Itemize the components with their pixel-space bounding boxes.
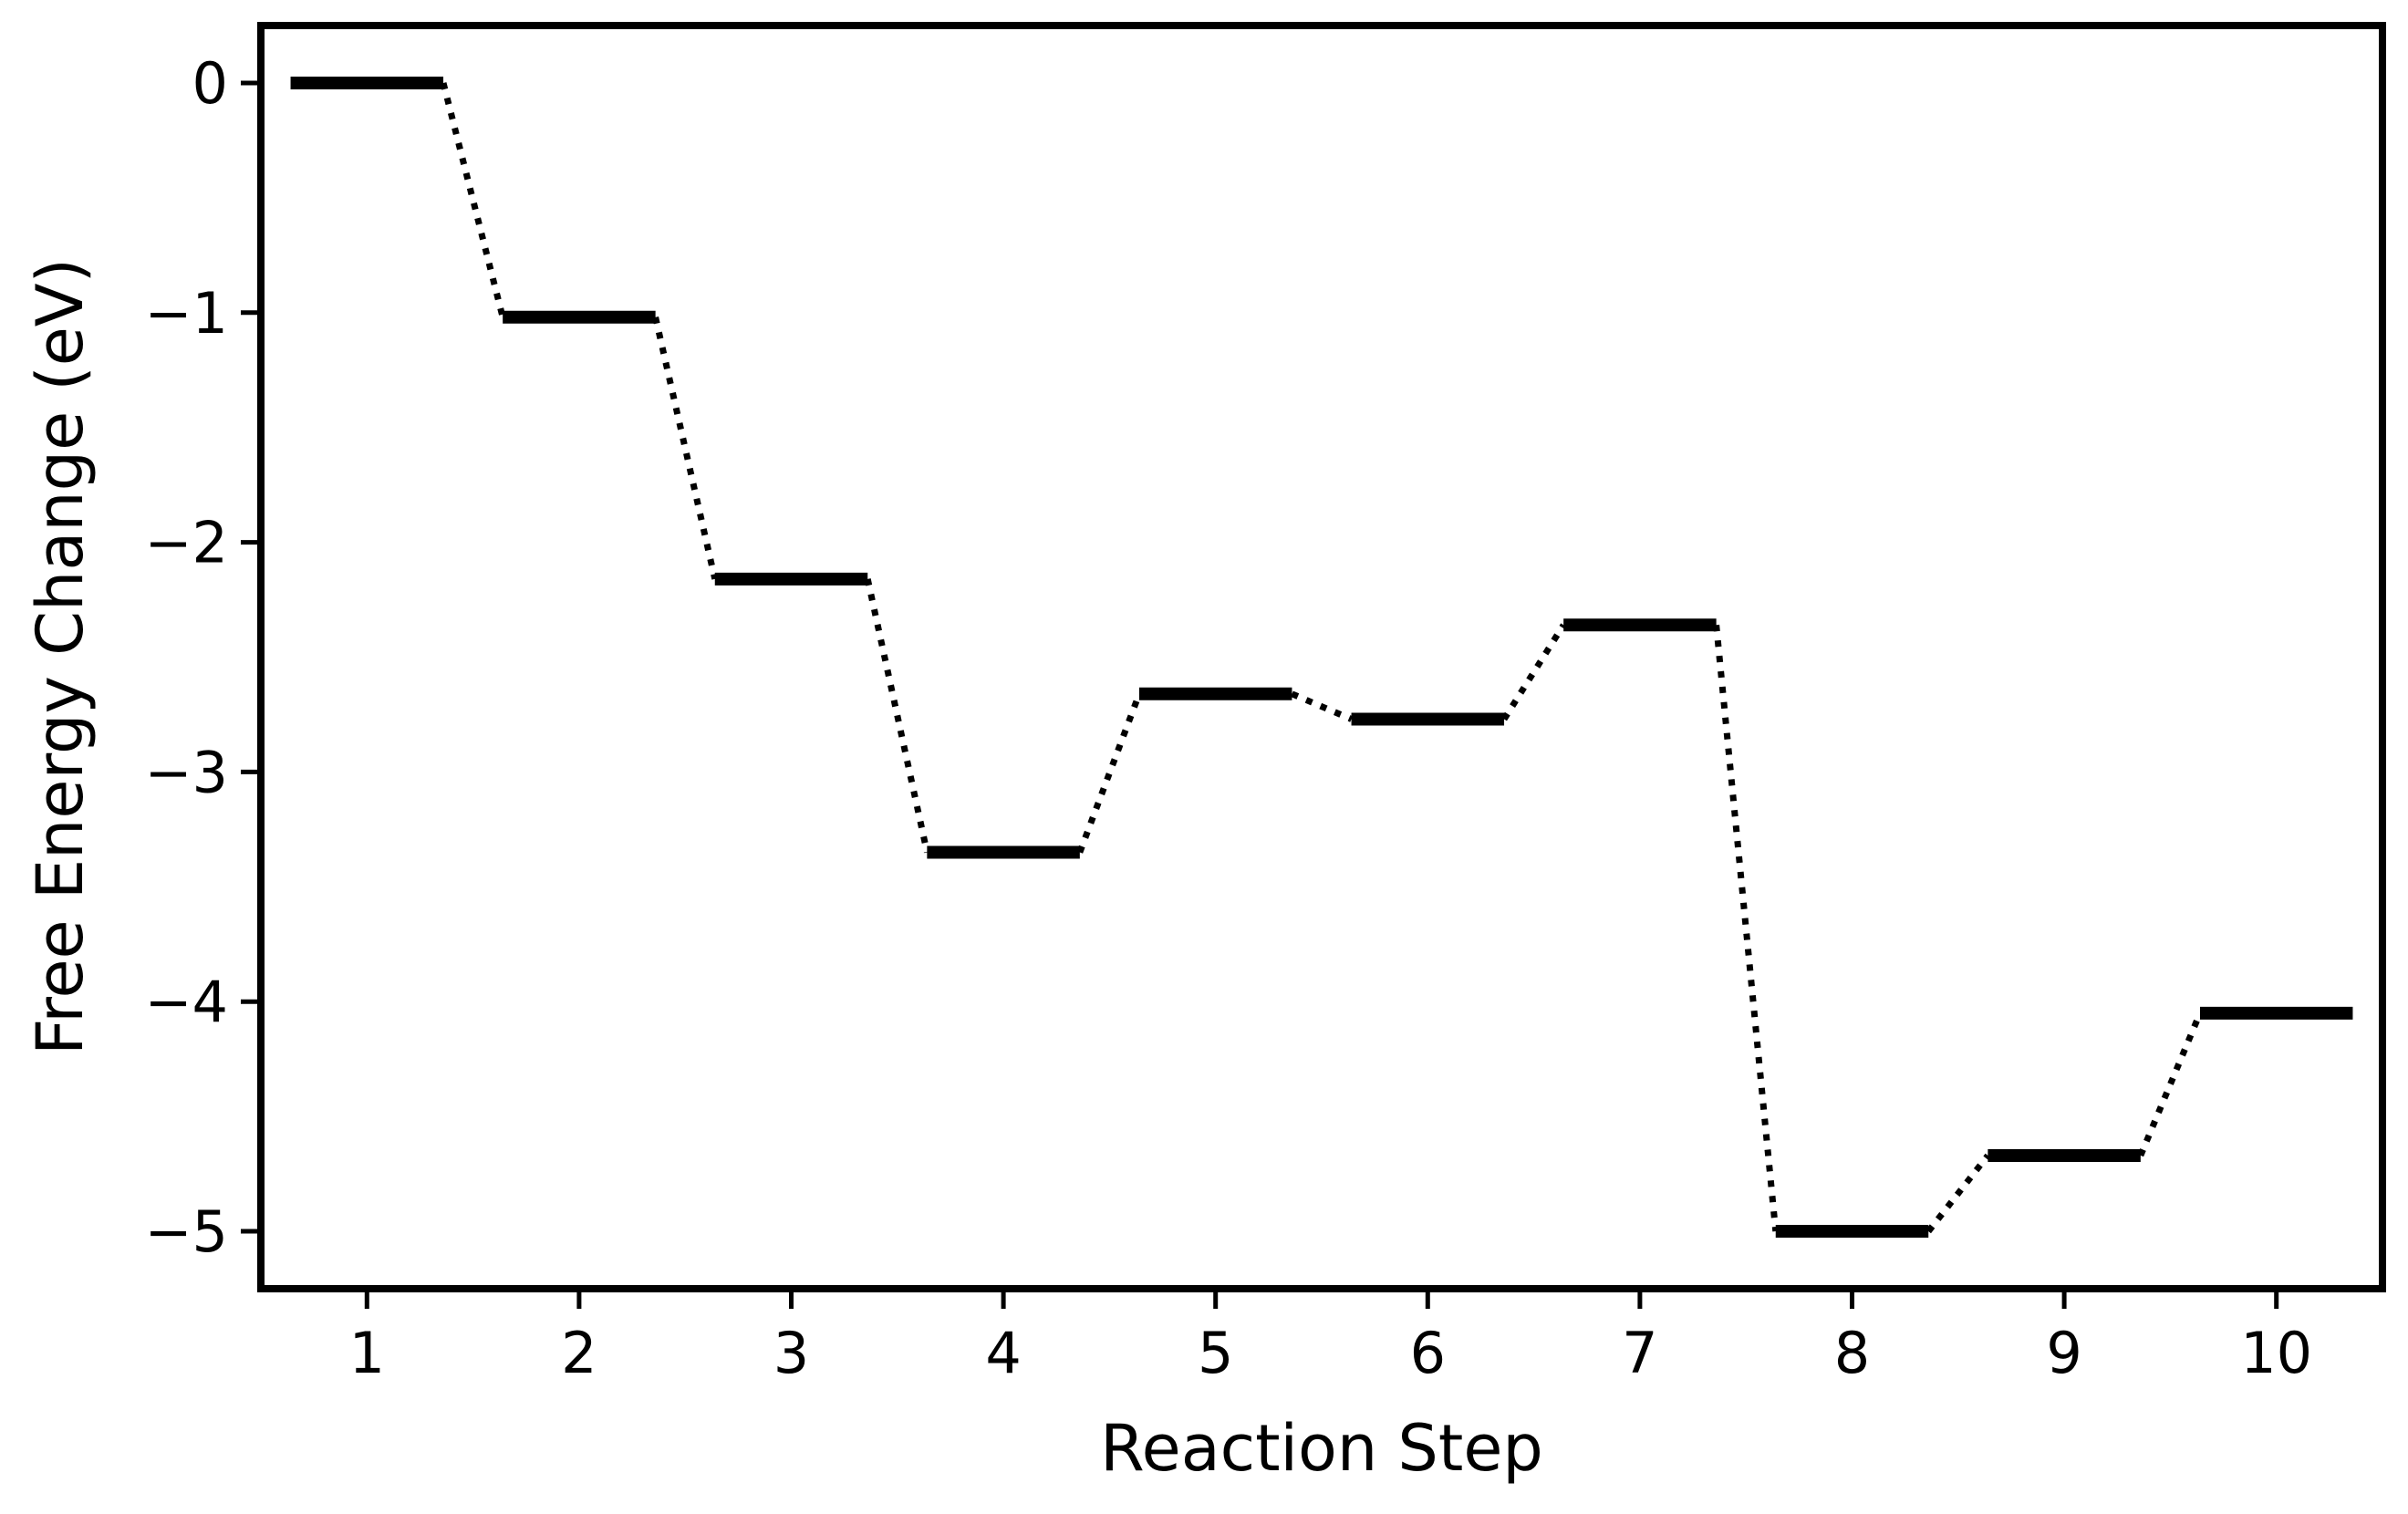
connector-3-4 [864, 578, 930, 854]
connector-1-2 [440, 82, 506, 318]
energy-connectors [440, 82, 2204, 1234]
x-tick-label: 9 [2046, 1320, 2081, 1386]
y-tick-label: 0 [192, 50, 228, 117]
x-tick-label: 5 [1198, 1320, 1233, 1386]
x-tick-label: 3 [773, 1320, 809, 1386]
x-tick-label: 2 [561, 1320, 597, 1386]
x-tick-label: 10 [2240, 1320, 2312, 1386]
connector-7-8 [1713, 624, 1780, 1232]
connector-6-7 [1501, 623, 1567, 721]
x-tick-label: 6 [1410, 1320, 1446, 1386]
x-tick-label: 4 [985, 1320, 1021, 1386]
y-tick-label: −5 [145, 1198, 228, 1265]
y-tick-label: −3 [145, 739, 228, 805]
connector-9-10 [2137, 1011, 2204, 1157]
x-tick-label: 1 [349, 1320, 385, 1386]
x-tick-label: 7 [1622, 1320, 1657, 1386]
y-tick-label: −2 [145, 510, 228, 576]
energy-levels [290, 76, 2353, 1239]
connector-5-6 [1291, 690, 1353, 722]
x-axis-ticks: 1 2 3 4 5 6 7 8 9 10 [349, 1289, 2312, 1386]
x-axis-label: Reaction Step [1100, 1411, 1543, 1486]
x-tick-label: 8 [1834, 1320, 1870, 1386]
y-tick-label: −1 [145, 280, 228, 347]
connector-2-3 [652, 316, 719, 580]
plot-frame [257, 22, 2386, 1292]
y-tick-label: −4 [145, 969, 228, 1035]
y-axis-label: Free Energy Change (eV) [23, 258, 98, 1055]
y-axis-ticks: 0 −1 −2 −3 −4 −5 [145, 50, 261, 1265]
connector-4-5 [1076, 692, 1143, 854]
connector-8-9 [1925, 1153, 1991, 1234]
